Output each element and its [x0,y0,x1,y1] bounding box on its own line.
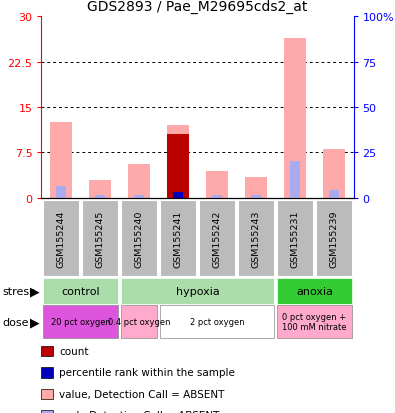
Text: 0 pct oxygen +
100 mM nitrate: 0 pct oxygen + 100 mM nitrate [282,312,347,331]
Text: count: count [59,346,89,356]
Text: 2 pct oxygen: 2 pct oxygen [190,317,245,326]
Text: ▶: ▶ [30,285,40,297]
Text: stress: stress [2,286,35,296]
Text: GSM155241: GSM155241 [173,210,182,267]
Text: GSM155242: GSM155242 [213,210,222,267]
Bar [89,180,111,198]
Bar [245,177,267,198]
Text: dose: dose [2,317,28,327]
Bar [323,150,345,198]
Bar [167,135,189,198]
Text: percentile rank within the sample: percentile rank within the sample [59,368,235,377]
Bar [167,126,189,198]
Bar [250,195,261,198]
Text: ▶: ▶ [30,315,40,328]
Text: GSM155244: GSM155244 [56,210,66,267]
Text: GSM155239: GSM155239 [329,210,339,267]
Bar [128,165,150,198]
Bar [212,195,222,198]
Bar [94,195,105,198]
Bar [290,162,301,198]
Text: GSM155243: GSM155243 [252,210,261,267]
Text: hypoxia: hypoxia [176,286,219,296]
Bar [329,191,339,198]
Bar [284,38,306,198]
Text: GSM155231: GSM155231 [290,210,299,267]
Title: GDS2893 / Pae_M29695cds2_at: GDS2893 / Pae_M29695cds2_at [87,0,308,14]
Text: anoxia: anoxia [296,286,333,296]
Bar [206,171,228,198]
Bar [173,192,183,198]
Bar [50,123,72,198]
Text: value, Detection Call = ABSENT: value, Detection Call = ABSENT [59,389,225,399]
Text: GSM155245: GSM155245 [96,210,105,267]
Text: rank, Detection Call = ABSENT: rank, Detection Call = ABSENT [59,411,220,413]
Text: control: control [61,286,100,296]
Bar [134,196,145,198]
Text: 20 pct oxygen: 20 pct oxygen [51,317,111,326]
Bar [56,186,66,198]
Text: 0.4 pct oxygen: 0.4 pct oxygen [108,317,170,326]
Text: GSM155240: GSM155240 [134,210,143,267]
